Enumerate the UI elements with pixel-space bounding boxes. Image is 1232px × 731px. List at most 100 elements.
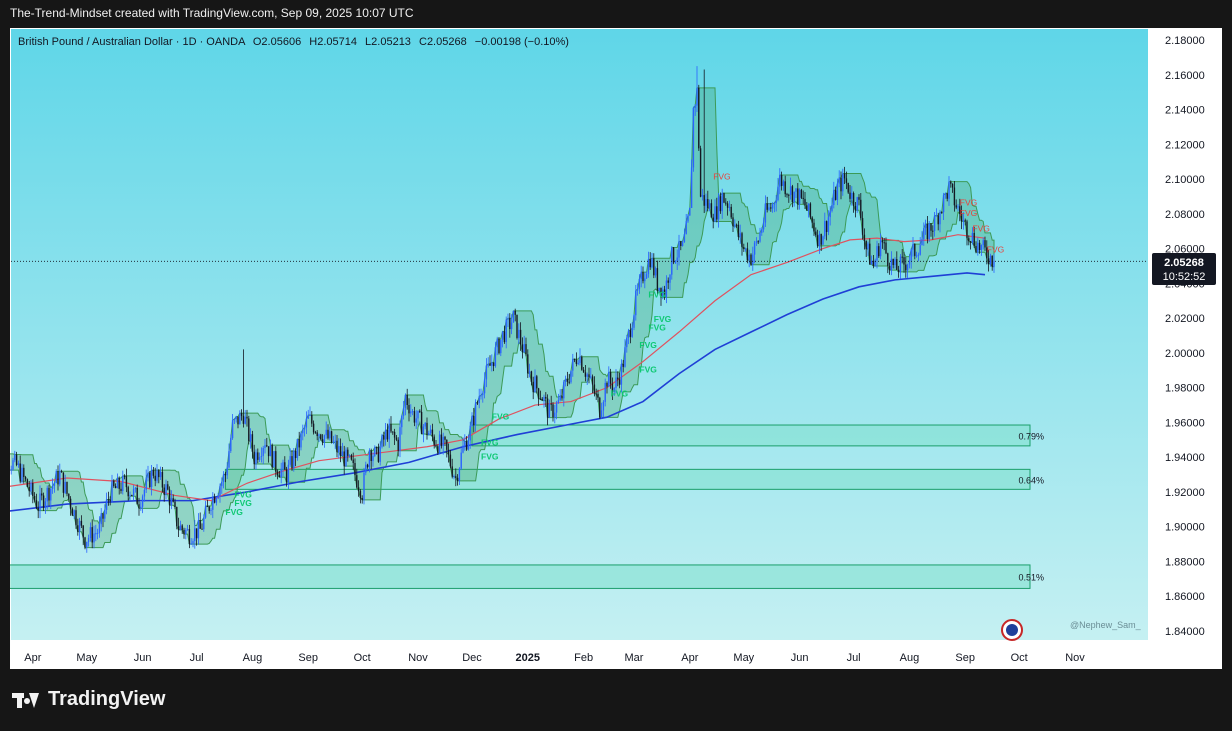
candle-body (726, 203, 729, 208)
candle-body (379, 446, 381, 462)
candle-body (782, 181, 785, 186)
candle-body (221, 481, 223, 487)
candle-body (505, 319, 507, 343)
fvg-bull-label: FVG (611, 389, 629, 399)
candle-body (735, 224, 738, 226)
candle-body (595, 393, 597, 395)
candle-body (815, 231, 817, 236)
candle-body (527, 354, 529, 374)
candle-body (575, 359, 578, 364)
candle-body (120, 488, 122, 491)
candle-body (71, 508, 74, 516)
candle-body (635, 290, 637, 316)
candle-body (888, 265, 891, 271)
candle-body (321, 439, 324, 443)
candle-body (204, 506, 207, 518)
fvg-bull-label: FVG (639, 364, 657, 374)
candle-body (539, 398, 542, 400)
candle-body (937, 215, 939, 225)
candle-body (719, 196, 722, 212)
candle-body (350, 455, 353, 460)
candle-body (753, 242, 756, 255)
candle-body (172, 498, 174, 502)
x-axis[interactable]: Apr May Jun Jul Aug Sep Oct Nov Dec 2025 Feb Mar Apr… (10, 640, 1148, 669)
candle-body (348, 455, 351, 457)
price-chart[interactable]: 0.79%0.64%0.51% FVGFVGFVGFVGFVGFVGFVGFVG… (10, 28, 1222, 669)
candle-body (604, 382, 606, 402)
candle-body (851, 193, 853, 199)
candle-body (944, 193, 947, 195)
candle-body (278, 475, 281, 478)
candle-body (674, 261, 677, 263)
candle-body (356, 475, 358, 488)
candle-body (30, 483, 32, 492)
candle-body (708, 203, 711, 209)
candles-layer (10, 66, 1148, 553)
candle-body (521, 344, 524, 353)
candle-body (314, 432, 317, 434)
candle-body (237, 416, 239, 425)
candle-body (617, 377, 619, 380)
candle-body (451, 466, 453, 477)
candle-body (35, 500, 38, 509)
candle-body (680, 241, 682, 246)
candle-body (732, 217, 734, 227)
candle-body (392, 431, 394, 433)
candle-body (422, 426, 425, 434)
candle-body (100, 513, 102, 525)
candle-body (294, 450, 297, 459)
candle-body (167, 484, 169, 490)
candle-body (464, 441, 466, 446)
chart-frame[interactable]: 0.79% 0.64% 0.51% FVG FVG FVG FVG FVG FVG FVG FVG… (10, 28, 1222, 669)
candle-body (896, 259, 898, 270)
candle-body (939, 212, 941, 225)
candle-body (654, 268, 657, 276)
candle-body (347, 449, 349, 456)
y-tick-label: 1.90000 (1165, 522, 1205, 534)
candle-body (80, 520, 83, 526)
candle-body (892, 258, 894, 266)
candle-body (309, 414, 311, 416)
candle-body (152, 470, 155, 476)
candle-body (744, 248, 747, 250)
candle-body (807, 203, 810, 211)
candle-body (563, 381, 565, 399)
candle-body (636, 289, 639, 291)
candle-body (383, 435, 385, 440)
candle-body (150, 470, 153, 488)
candle-body (433, 436, 435, 446)
candle-body (330, 431, 333, 443)
candle-body (665, 280, 668, 298)
candle-body (977, 242, 979, 253)
candle-body (489, 363, 491, 366)
fvg-bull-label: FVG (225, 507, 243, 517)
legend-symbol: British Pound / Australian Dollar · 1D ·… (18, 36, 569, 48)
candle-body (966, 221, 968, 239)
candle-body (600, 410, 603, 418)
candle-body (185, 529, 187, 535)
candle-body (613, 387, 615, 392)
candle-body (860, 199, 862, 219)
candle-body (329, 431, 331, 439)
y-axis[interactable]: 1.84000 1.86000 1.88000 1.90000 1.92000 1.940… (1148, 28, 1222, 669)
candle-body (624, 347, 626, 367)
candle-body (41, 493, 43, 496)
candle-body (181, 525, 183, 530)
candle-body (953, 187, 956, 206)
x-tick-label: Apr (24, 652, 41, 664)
candle-body (528, 371, 531, 374)
candle-body (608, 372, 610, 387)
fvg-bear-label: FVG (960, 208, 977, 218)
candle-body (590, 376, 592, 378)
candle-body (656, 268, 659, 291)
candle-body (197, 520, 200, 539)
candle-body (962, 220, 965, 222)
candle-body (899, 256, 902, 272)
flag-icon[interactable] (1001, 619, 1023, 641)
fvg-bull-label: FVG (648, 290, 666, 300)
zone-1 (224, 468, 1031, 490)
candle-body (239, 413, 241, 425)
candle-body (762, 222, 765, 230)
candle-body (780, 174, 783, 186)
cloud-layer (10, 87, 995, 549)
